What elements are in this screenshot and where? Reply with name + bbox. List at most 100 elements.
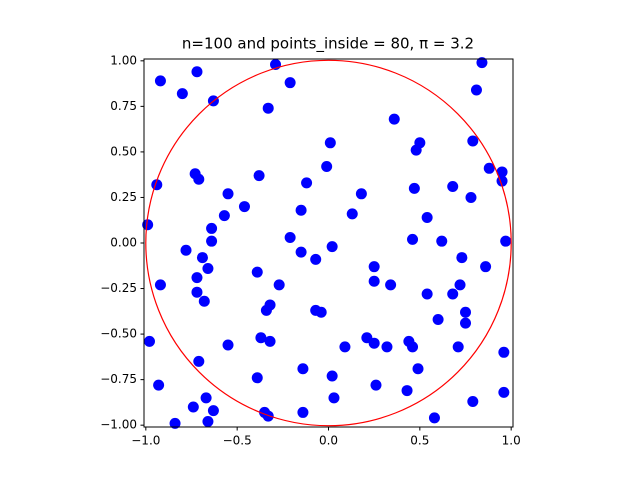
point (355, 188, 367, 200)
point (143, 335, 155, 347)
point (284, 232, 296, 244)
x-tick-label: 0.5 (410, 434, 429, 448)
point (447, 181, 459, 193)
y-tick-label: 0.25 (110, 190, 137, 204)
point (191, 272, 203, 284)
y-tick-label: −0.25 (100, 281, 137, 295)
y-tick-label: 0.50 (110, 144, 137, 158)
point (421, 211, 433, 223)
point (253, 170, 265, 182)
point (260, 304, 272, 316)
point (218, 210, 230, 222)
point (432, 314, 444, 326)
point (202, 416, 214, 428)
point (187, 401, 199, 413)
point (447, 288, 459, 300)
point (388, 113, 400, 125)
point (222, 188, 234, 200)
point (401, 385, 413, 397)
point (222, 339, 234, 351)
point (368, 337, 380, 349)
point (207, 405, 219, 417)
x-tick-label: 0.0 (319, 434, 338, 448)
point (191, 66, 203, 78)
point (198, 295, 210, 307)
point (180, 244, 192, 256)
point (206, 235, 218, 247)
point (193, 355, 205, 367)
point (169, 417, 181, 429)
point (500, 235, 512, 247)
point (460, 317, 472, 329)
point (483, 162, 495, 174)
y-tick-label: 0.75 (110, 99, 137, 113)
point (176, 88, 188, 100)
point (421, 288, 433, 300)
point (498, 386, 510, 398)
point (301, 177, 313, 189)
point (407, 341, 419, 353)
point (202, 263, 214, 275)
y-tick-label: −0.50 (100, 327, 137, 341)
point (407, 233, 419, 245)
point (315, 306, 327, 318)
point (326, 241, 338, 253)
point (460, 306, 472, 318)
point (251, 266, 263, 278)
point (324, 137, 336, 149)
point (284, 77, 296, 89)
point (339, 341, 351, 353)
point (310, 253, 322, 265)
point (370, 379, 382, 391)
point (454, 279, 466, 291)
point (154, 75, 166, 87)
x-tick-label: −1.0 (131, 434, 160, 448)
y-tick-label: 0.00 (110, 236, 137, 250)
point (498, 346, 510, 358)
point (368, 275, 380, 287)
point (368, 261, 380, 273)
x-tick-label: 1.0 (502, 434, 521, 448)
y-tick-label: −1.00 (100, 418, 137, 432)
point (295, 246, 307, 258)
y-tick-label: 1.00 (110, 53, 137, 67)
point (412, 363, 424, 375)
point (251, 372, 263, 384)
point (200, 392, 212, 404)
point (408, 182, 420, 194)
plot-area (142, 57, 512, 429)
point (410, 144, 422, 156)
point (496, 166, 508, 178)
point (467, 135, 479, 147)
point (465, 191, 477, 203)
point (346, 208, 358, 220)
point (191, 286, 203, 298)
chart-title: n=100 and points_inside = 80, π = 3.2 (182, 35, 474, 54)
point (255, 332, 267, 344)
point (153, 379, 165, 391)
point (321, 160, 333, 172)
point (264, 335, 276, 347)
point (273, 279, 285, 291)
point (436, 235, 448, 247)
point (326, 370, 338, 382)
point (193, 173, 205, 185)
point (196, 252, 208, 264)
point (467, 395, 479, 407)
point (297, 406, 309, 418)
point (470, 84, 482, 96)
point (452, 341, 464, 353)
point (206, 222, 218, 234)
point (238, 201, 250, 213)
point (297, 363, 309, 375)
point (381, 341, 393, 353)
y-tick-label: −0.75 (100, 372, 137, 386)
point (456, 252, 468, 264)
point (154, 279, 166, 291)
point (262, 102, 274, 114)
point (328, 392, 340, 404)
x-tick-label: −0.5 (223, 434, 252, 448)
